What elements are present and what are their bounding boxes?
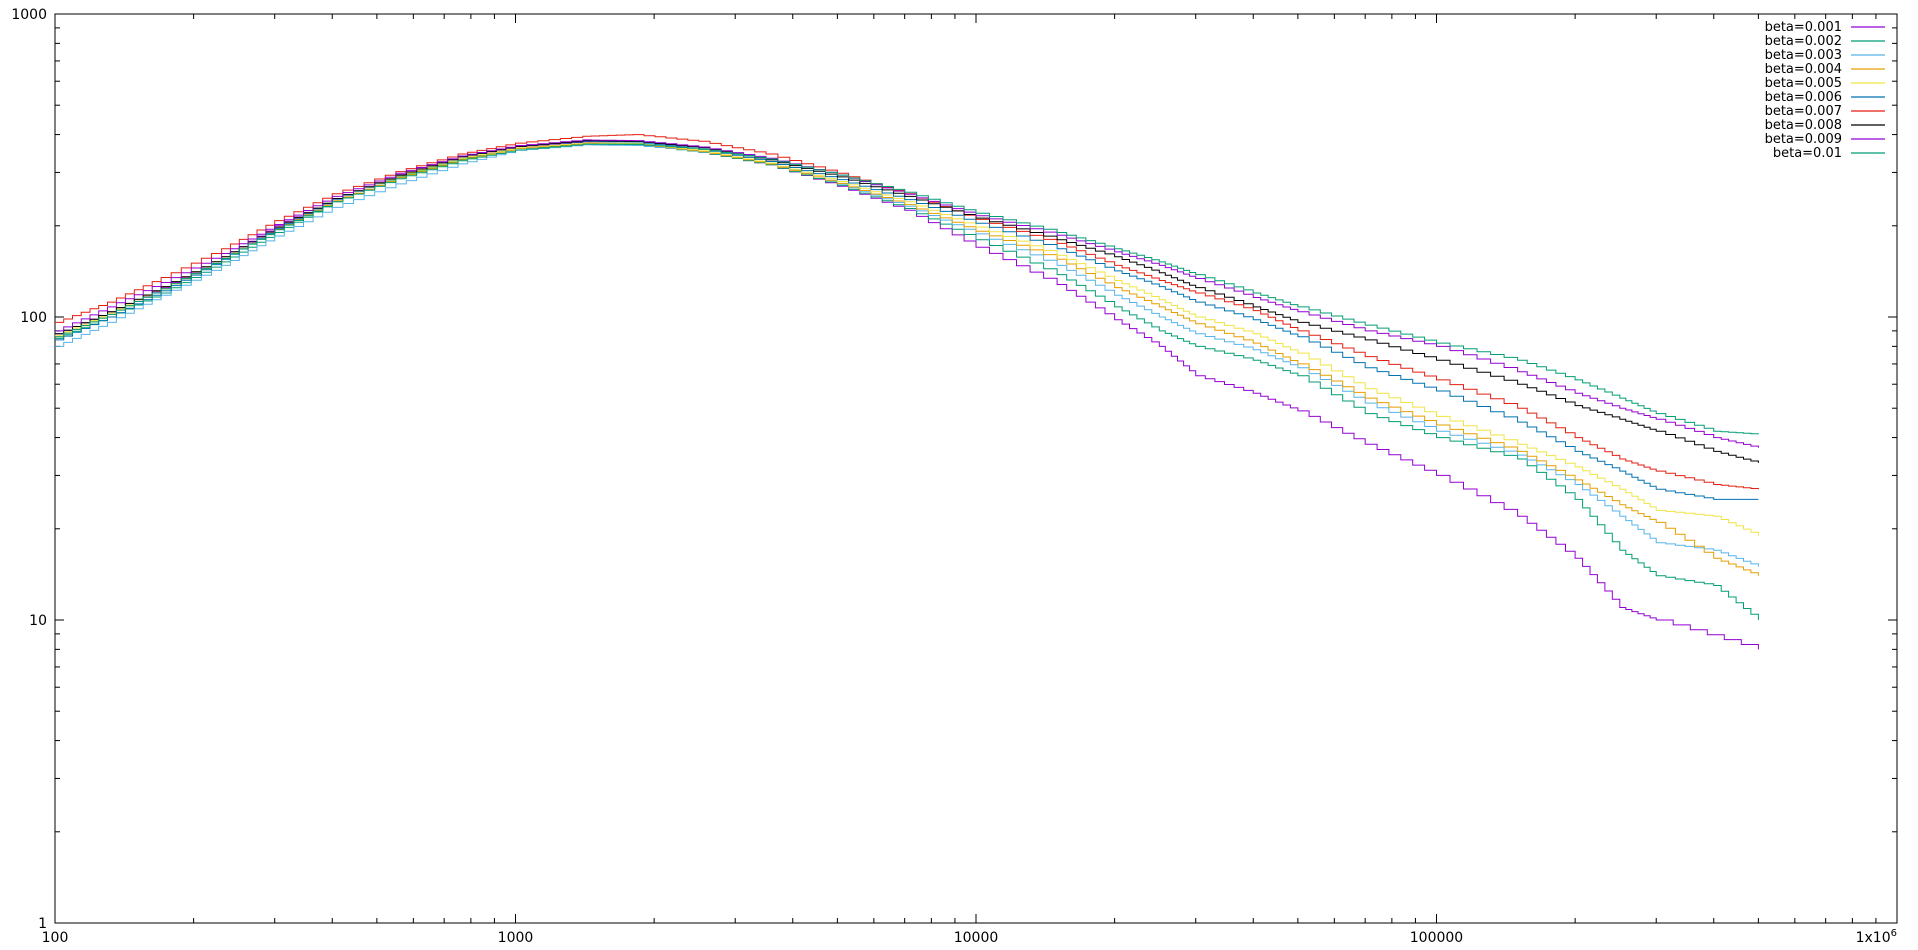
y-tick-label: 100 [20, 310, 47, 326]
series-line-beta-0-005 [55, 142, 1759, 536]
series-lines [55, 134, 1759, 650]
legend-label: beta=0.007 [1765, 104, 1842, 119]
legend-label: beta=0.003 [1765, 48, 1842, 63]
x-tick-label: 10000 [954, 930, 999, 946]
legend-label: beta=0.005 [1765, 76, 1842, 91]
x-tick-label: 100 [42, 930, 69, 946]
axis-ticks: 100 1000 10000 100000 1x106 1 10 100 1000 [11, 7, 1897, 946]
series-line-beta-0-008 [55, 140, 1759, 463]
legend-label: beta=0.009 [1765, 132, 1842, 147]
legend: beta=0.001beta=0.002beta=0.003beta=0.004… [1765, 20, 1885, 161]
legend-label: beta=0.002 [1765, 34, 1842, 49]
x-tick-label: 1000 [498, 930, 534, 946]
series-line-beta-0-01 [55, 143, 1759, 435]
x-tick-label: 1x106 [1856, 928, 1897, 946]
plot-frame [54, 13, 1898, 924]
legend-label: beta=0.004 [1765, 62, 1842, 77]
series-line-beta-0-001 [55, 141, 1759, 650]
series-line-beta-0-003 [55, 144, 1759, 567]
series-line-beta-0-007 [55, 134, 1759, 490]
legend-label: beta=0.001 [1765, 20, 1842, 35]
y-tick-label: 10 [29, 613, 47, 629]
legend-label: beta=0.006 [1765, 90, 1842, 105]
x-tick-label: 100000 [1410, 930, 1463, 946]
y-tick-label: 1000 [11, 7, 47, 23]
series-line-beta-0-009 [55, 139, 1759, 448]
legend-label: beta=0.008 [1765, 118, 1842, 133]
y-tick-label: 1 [38, 916, 47, 932]
series-line-beta-0-006 [55, 140, 1759, 500]
legend-label: beta=0.01 [1773, 146, 1842, 161]
